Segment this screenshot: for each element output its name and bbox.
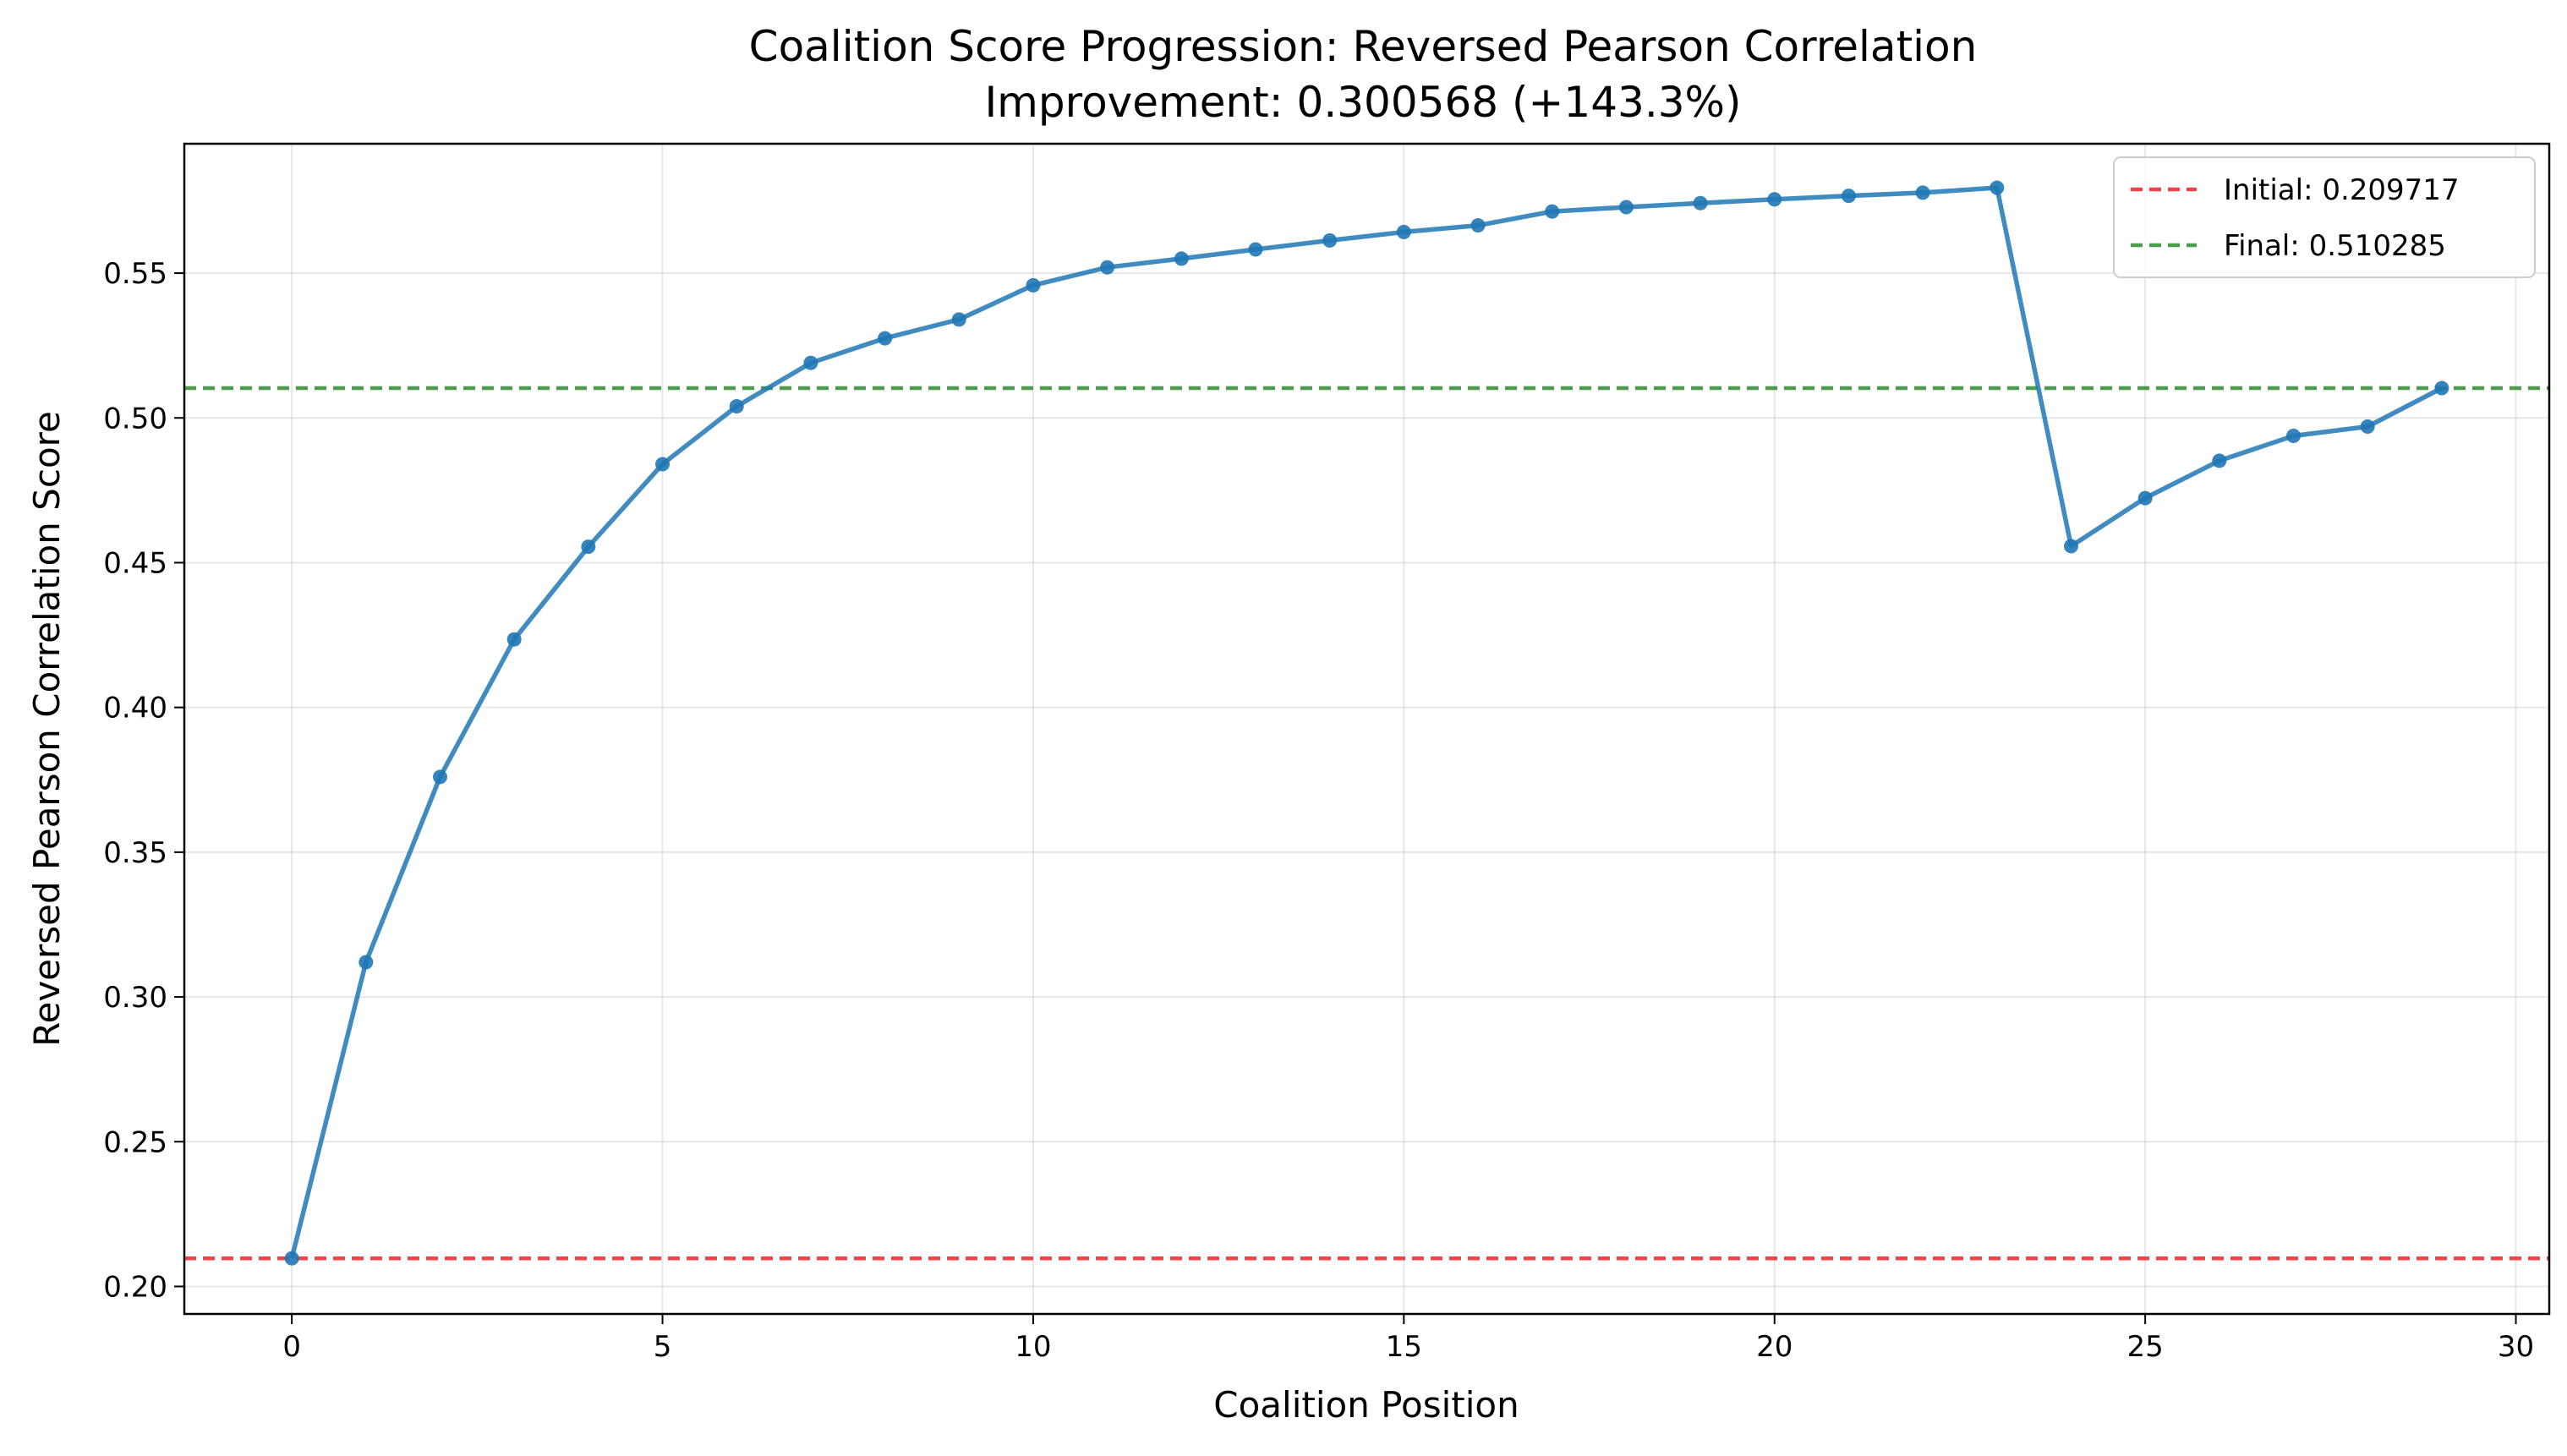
x-tick-label: 25 xyxy=(2127,1330,2164,1364)
y-tick-label: 0.25 xyxy=(103,1125,167,1159)
chart-subtitle: Improvement: 0.300568 (+143.3%) xyxy=(984,78,1741,127)
data-point xyxy=(2286,428,2302,443)
data-point xyxy=(1767,192,1782,207)
data-point xyxy=(1248,242,1263,257)
legend-label-initial: Initial: 0.209717 xyxy=(2224,173,2460,207)
data-point xyxy=(951,312,966,327)
data-point xyxy=(2137,490,2153,506)
series-layer xyxy=(284,180,2449,1266)
data-point xyxy=(2360,419,2375,435)
data-point xyxy=(581,539,596,555)
x-tick-label: 10 xyxy=(1015,1330,1051,1364)
y-axis-label: Reversed Pearson Correlation Score xyxy=(26,411,68,1047)
data-point xyxy=(1915,185,1930,200)
y-tick-label: 0.45 xyxy=(103,546,167,580)
axis-ticks: 0 5 10 15 20 25 30 0.20 0.25 0.30 0.35 0.40 0.45 0.50… xyxy=(103,257,2534,1364)
y-tick-label: 0.50 xyxy=(103,402,167,435)
data-point xyxy=(1693,195,1708,211)
series-line xyxy=(289,185,2444,1259)
x-tick-label: 30 xyxy=(2498,1330,2534,1364)
reference-lines xyxy=(184,386,2549,1261)
data-point xyxy=(506,632,522,647)
data-point xyxy=(1174,251,1189,266)
y-tick-label: 0.40 xyxy=(103,692,167,725)
data-point xyxy=(2212,453,2227,468)
y-tick-label: 0.55 xyxy=(103,257,167,291)
data-point xyxy=(2434,380,2449,396)
data-point xyxy=(1470,218,1486,233)
data-point xyxy=(284,1251,299,1266)
y-tick-label: 0.20 xyxy=(103,1270,167,1304)
data-point xyxy=(878,331,893,346)
data-point xyxy=(1990,180,2005,195)
data-point xyxy=(2063,539,2078,554)
y-tick-label: 0.35 xyxy=(103,836,167,870)
legend: Initial: 0.209717 Final: 0.510285 xyxy=(2113,156,2536,278)
data-point xyxy=(1322,233,1338,248)
x-tick-label: 15 xyxy=(1386,1330,1422,1364)
plot-frame xyxy=(183,142,2551,1316)
data-point xyxy=(729,399,744,414)
chart-title: Coalition Score Progression: Reversed Pe… xyxy=(749,22,1978,71)
data-point xyxy=(655,457,670,472)
data-point xyxy=(1841,189,1856,204)
data-point xyxy=(803,355,818,370)
data-point xyxy=(359,955,374,970)
x-tick-label: 0 xyxy=(282,1330,301,1364)
data-point xyxy=(1100,260,1115,275)
x-axis-label: Coalition Position xyxy=(1213,1384,1519,1426)
legend-box xyxy=(2113,156,2536,278)
grid-layer xyxy=(184,144,2549,1314)
x-tick-label: 20 xyxy=(1756,1330,1793,1364)
data-point xyxy=(1026,277,1041,293)
data-point xyxy=(1618,200,1634,215)
y-tick-label: 0.30 xyxy=(103,981,167,1015)
data-point xyxy=(1545,204,1560,219)
data-point xyxy=(432,769,447,785)
legend-label-final: Final: 0.510285 xyxy=(2224,229,2446,263)
data-point xyxy=(1396,224,1411,239)
x-tick-label: 5 xyxy=(654,1330,672,1364)
